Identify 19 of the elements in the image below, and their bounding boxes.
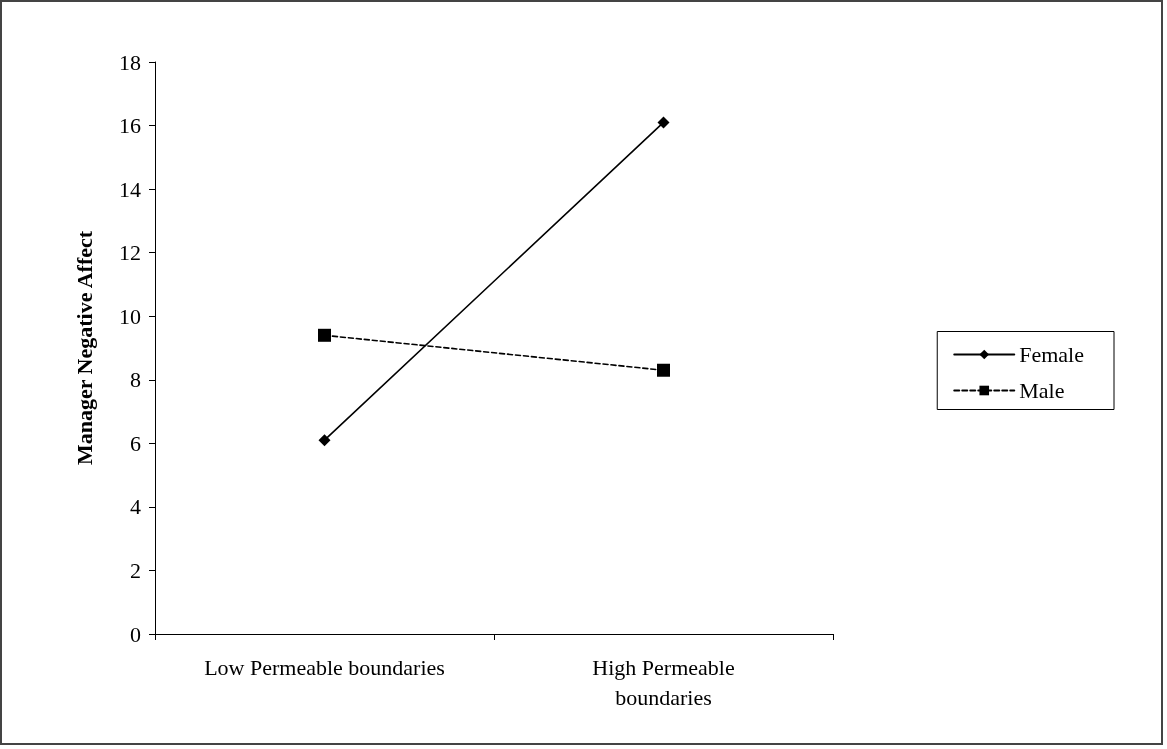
legend-label: Male [1019, 378, 1065, 403]
y-tick-label: 4 [130, 494, 141, 520]
y-tick-label: 14 [119, 176, 141, 202]
y-tick-label: 16 [119, 113, 141, 139]
point [657, 116, 670, 129]
x-tick-label: High Permeable boundaries [592, 654, 735, 710]
point [318, 328, 331, 342]
y-tick-label: 12 [119, 240, 141, 266]
y-tick-label: 2 [130, 557, 141, 583]
point [657, 363, 670, 377]
y-tick-label: 10 [119, 303, 141, 329]
y-axis-title: Manager Negative Affect [71, 230, 97, 466]
y-tick-label: 0 [130, 621, 141, 647]
y-tick-label: 8 [130, 367, 141, 393]
legend-label: Female [1019, 342, 1085, 367]
y-tick-label: 6 [130, 430, 141, 456]
x-tick-label: Low Permeable boundaries [204, 654, 445, 680]
point [318, 434, 331, 447]
y-tick-label: 18 [119, 49, 141, 75]
